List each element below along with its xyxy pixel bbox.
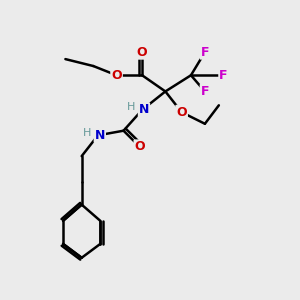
Text: H: H: [127, 102, 135, 112]
Text: O: O: [137, 46, 147, 59]
Text: F: F: [201, 85, 209, 98]
Text: O: O: [111, 69, 122, 82]
Text: O: O: [176, 106, 187, 119]
Text: N: N: [139, 103, 149, 116]
Text: N: N: [94, 129, 105, 142]
Text: F: F: [201, 46, 209, 59]
Text: O: O: [134, 140, 145, 153]
Text: F: F: [219, 69, 228, 82]
Text: H: H: [82, 128, 91, 138]
